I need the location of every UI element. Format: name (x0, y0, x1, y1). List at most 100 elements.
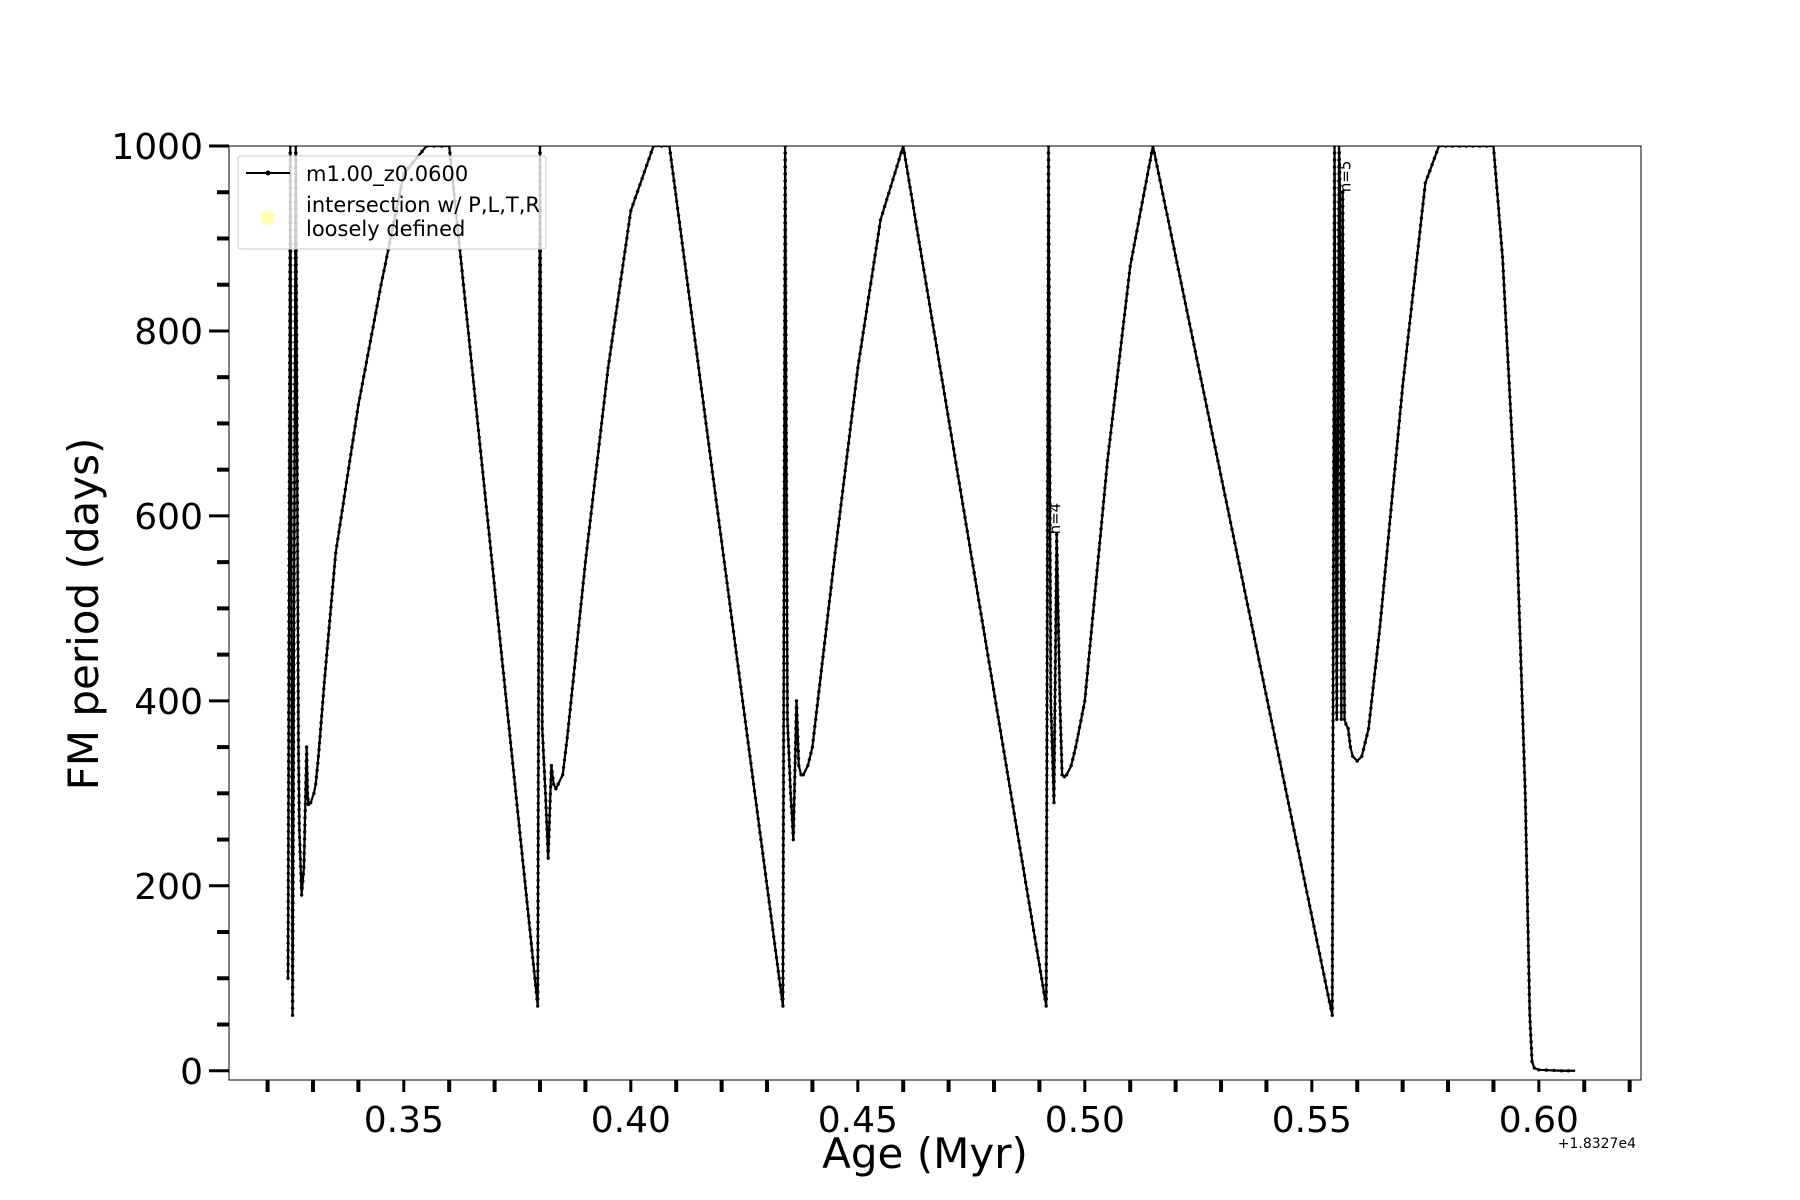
series-point (295, 563, 300, 568)
series-point (527, 921, 531, 925)
series-point (1341, 275, 1345, 279)
series-point (317, 741, 322, 745)
series-point (599, 428, 603, 433)
series-point (539, 354, 543, 359)
series-point (326, 633, 331, 637)
series-point (649, 150, 653, 155)
series-point (784, 354, 788, 358)
series-point (778, 983, 782, 987)
series-point (1045, 549, 1050, 554)
series-point (1278, 760, 1282, 764)
series-point (1131, 250, 1135, 254)
series-point (785, 535, 789, 540)
series-point (327, 626, 331, 630)
series-point (537, 521, 541, 526)
series-point (536, 857, 540, 861)
series-point (1055, 560, 1059, 564)
series-point (1505, 346, 1510, 350)
series-point (292, 698, 296, 702)
series-point (985, 646, 989, 650)
series-point (1012, 811, 1016, 816)
series-point (1337, 146, 1341, 148)
series-point (1435, 150, 1439, 154)
series-point (720, 546, 725, 550)
series-point (569, 701, 573, 705)
series-point (1527, 992, 1532, 997)
series-point (782, 542, 786, 547)
series-point (1499, 241, 1504, 245)
series-point (536, 794, 540, 798)
series-point (1523, 777, 1527, 782)
series-point (1090, 623, 1094, 627)
series-point (536, 661, 541, 666)
series-point (475, 414, 479, 419)
series-point (669, 158, 673, 162)
series-point (1333, 263, 1337, 267)
series-point (793, 747, 798, 752)
series-point (1342, 654, 1346, 658)
series-point (292, 614, 296, 618)
series-point (980, 619, 984, 623)
series-point (536, 829, 540, 833)
series-point (286, 864, 290, 869)
series-point (929, 309, 933, 313)
series-point (539, 537, 544, 541)
series-point (1172, 247, 1176, 251)
series-point (1342, 640, 1346, 644)
series-point (786, 724, 790, 728)
series-point (913, 213, 917, 217)
series-point (547, 835, 551, 839)
series-point (783, 256, 788, 260)
series-point (546, 849, 551, 853)
series-point (996, 715, 1000, 719)
series-point (296, 591, 300, 595)
series-point (1047, 348, 1052, 352)
series-point (536, 717, 541, 721)
series-point (563, 750, 568, 755)
series-point (297, 787, 301, 791)
series-point (1143, 186, 1147, 191)
series-point (1393, 460, 1398, 464)
series-point (715, 505, 719, 509)
series-point (302, 837, 307, 841)
series-point (1525, 888, 1529, 893)
series-point (1048, 650, 1053, 654)
series-point (498, 636, 502, 641)
series-point (1048, 495, 1052, 499)
series-point (536, 997, 540, 1001)
series-point (471, 380, 476, 384)
series-point (1129, 257, 1134, 261)
series-point (303, 809, 307, 813)
series-point (287, 731, 291, 736)
series-point (782, 591, 786, 596)
series-point (977, 598, 981, 602)
series-point (781, 892, 785, 896)
series-point (1052, 751, 1057, 755)
series-point (1030, 921, 1035, 926)
series-point (616, 297, 620, 302)
series-point (781, 829, 786, 833)
series-point (718, 525, 722, 530)
series-point (972, 570, 976, 575)
series-point (1341, 218, 1345, 223)
series-point (1302, 876, 1306, 881)
series-point (1342, 591, 1346, 595)
series-point (1281, 774, 1285, 778)
series-point (897, 157, 901, 162)
series-point (288, 270, 293, 274)
series-point (1333, 228, 1337, 232)
series-point (289, 410, 293, 415)
series-point (1018, 846, 1022, 850)
series-point (1199, 377, 1203, 381)
series-point (1037, 963, 1042, 967)
x-tick-label: 0.45 (818, 1100, 898, 1141)
series-point (702, 407, 706, 412)
series-point (1521, 715, 1525, 719)
series-point (782, 507, 786, 512)
series-point (785, 570, 789, 575)
series-point (1305, 890, 1309, 894)
series-point (1049, 671, 1053, 675)
series-point (1341, 197, 1345, 201)
series-point (539, 340, 543, 345)
series-point (1045, 703, 1049, 708)
